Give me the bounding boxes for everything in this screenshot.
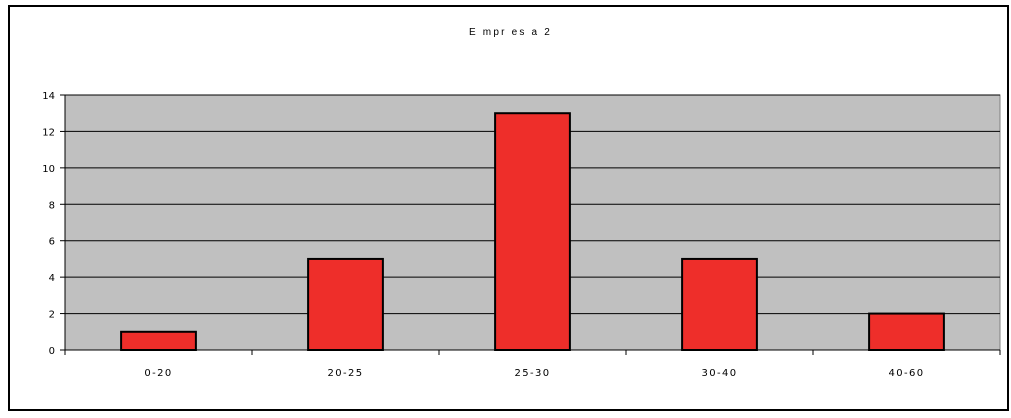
y-tick-label: 8	[49, 200, 55, 211]
bar-25-30	[494, 112, 571, 352]
y-tick-labels: 0 2 4 6 8 10 12 14	[42, 91, 55, 357]
bar-40-60	[868, 312, 945, 352]
bar-chart: 0 2 4 6 8 10 12 14 0-20 20-25 25-30 30-40 40-60	[42, 91, 1001, 379]
bars	[120, 112, 945, 352]
y-tick-label: 6	[49, 237, 55, 248]
x-tick-label: 30-40	[701, 368, 737, 379]
x-tick-label: 0-20	[144, 368, 172, 379]
y-tick-label: 0	[49, 346, 55, 357]
x-tick-label: 20-25	[327, 368, 363, 379]
bar-0-20	[120, 330, 197, 351]
bar-30-40	[681, 257, 758, 351]
y-tick-label: 2	[49, 310, 55, 321]
chart-title: E mpr es a 2	[468, 27, 553, 38]
y-tick-label: 12	[42, 127, 55, 138]
y-tick-label: 14	[42, 91, 55, 102]
x-tick-label: 25-30	[514, 368, 550, 379]
axes	[60, 94, 1001, 355]
y-tick-label: 4	[49, 273, 55, 284]
y-tick-label: 10	[42, 164, 55, 175]
x-tick-labels: 0-20 20-25 25-30 30-40 40-60	[144, 368, 924, 379]
x-tick-label: 40-60	[888, 368, 924, 379]
chart-frame: E mpr es a 2 0 2 4 6 8 10 12 14 0-20 20-25 25-30 3…	[8, 5, 1009, 411]
bar-20-25	[307, 257, 384, 351]
